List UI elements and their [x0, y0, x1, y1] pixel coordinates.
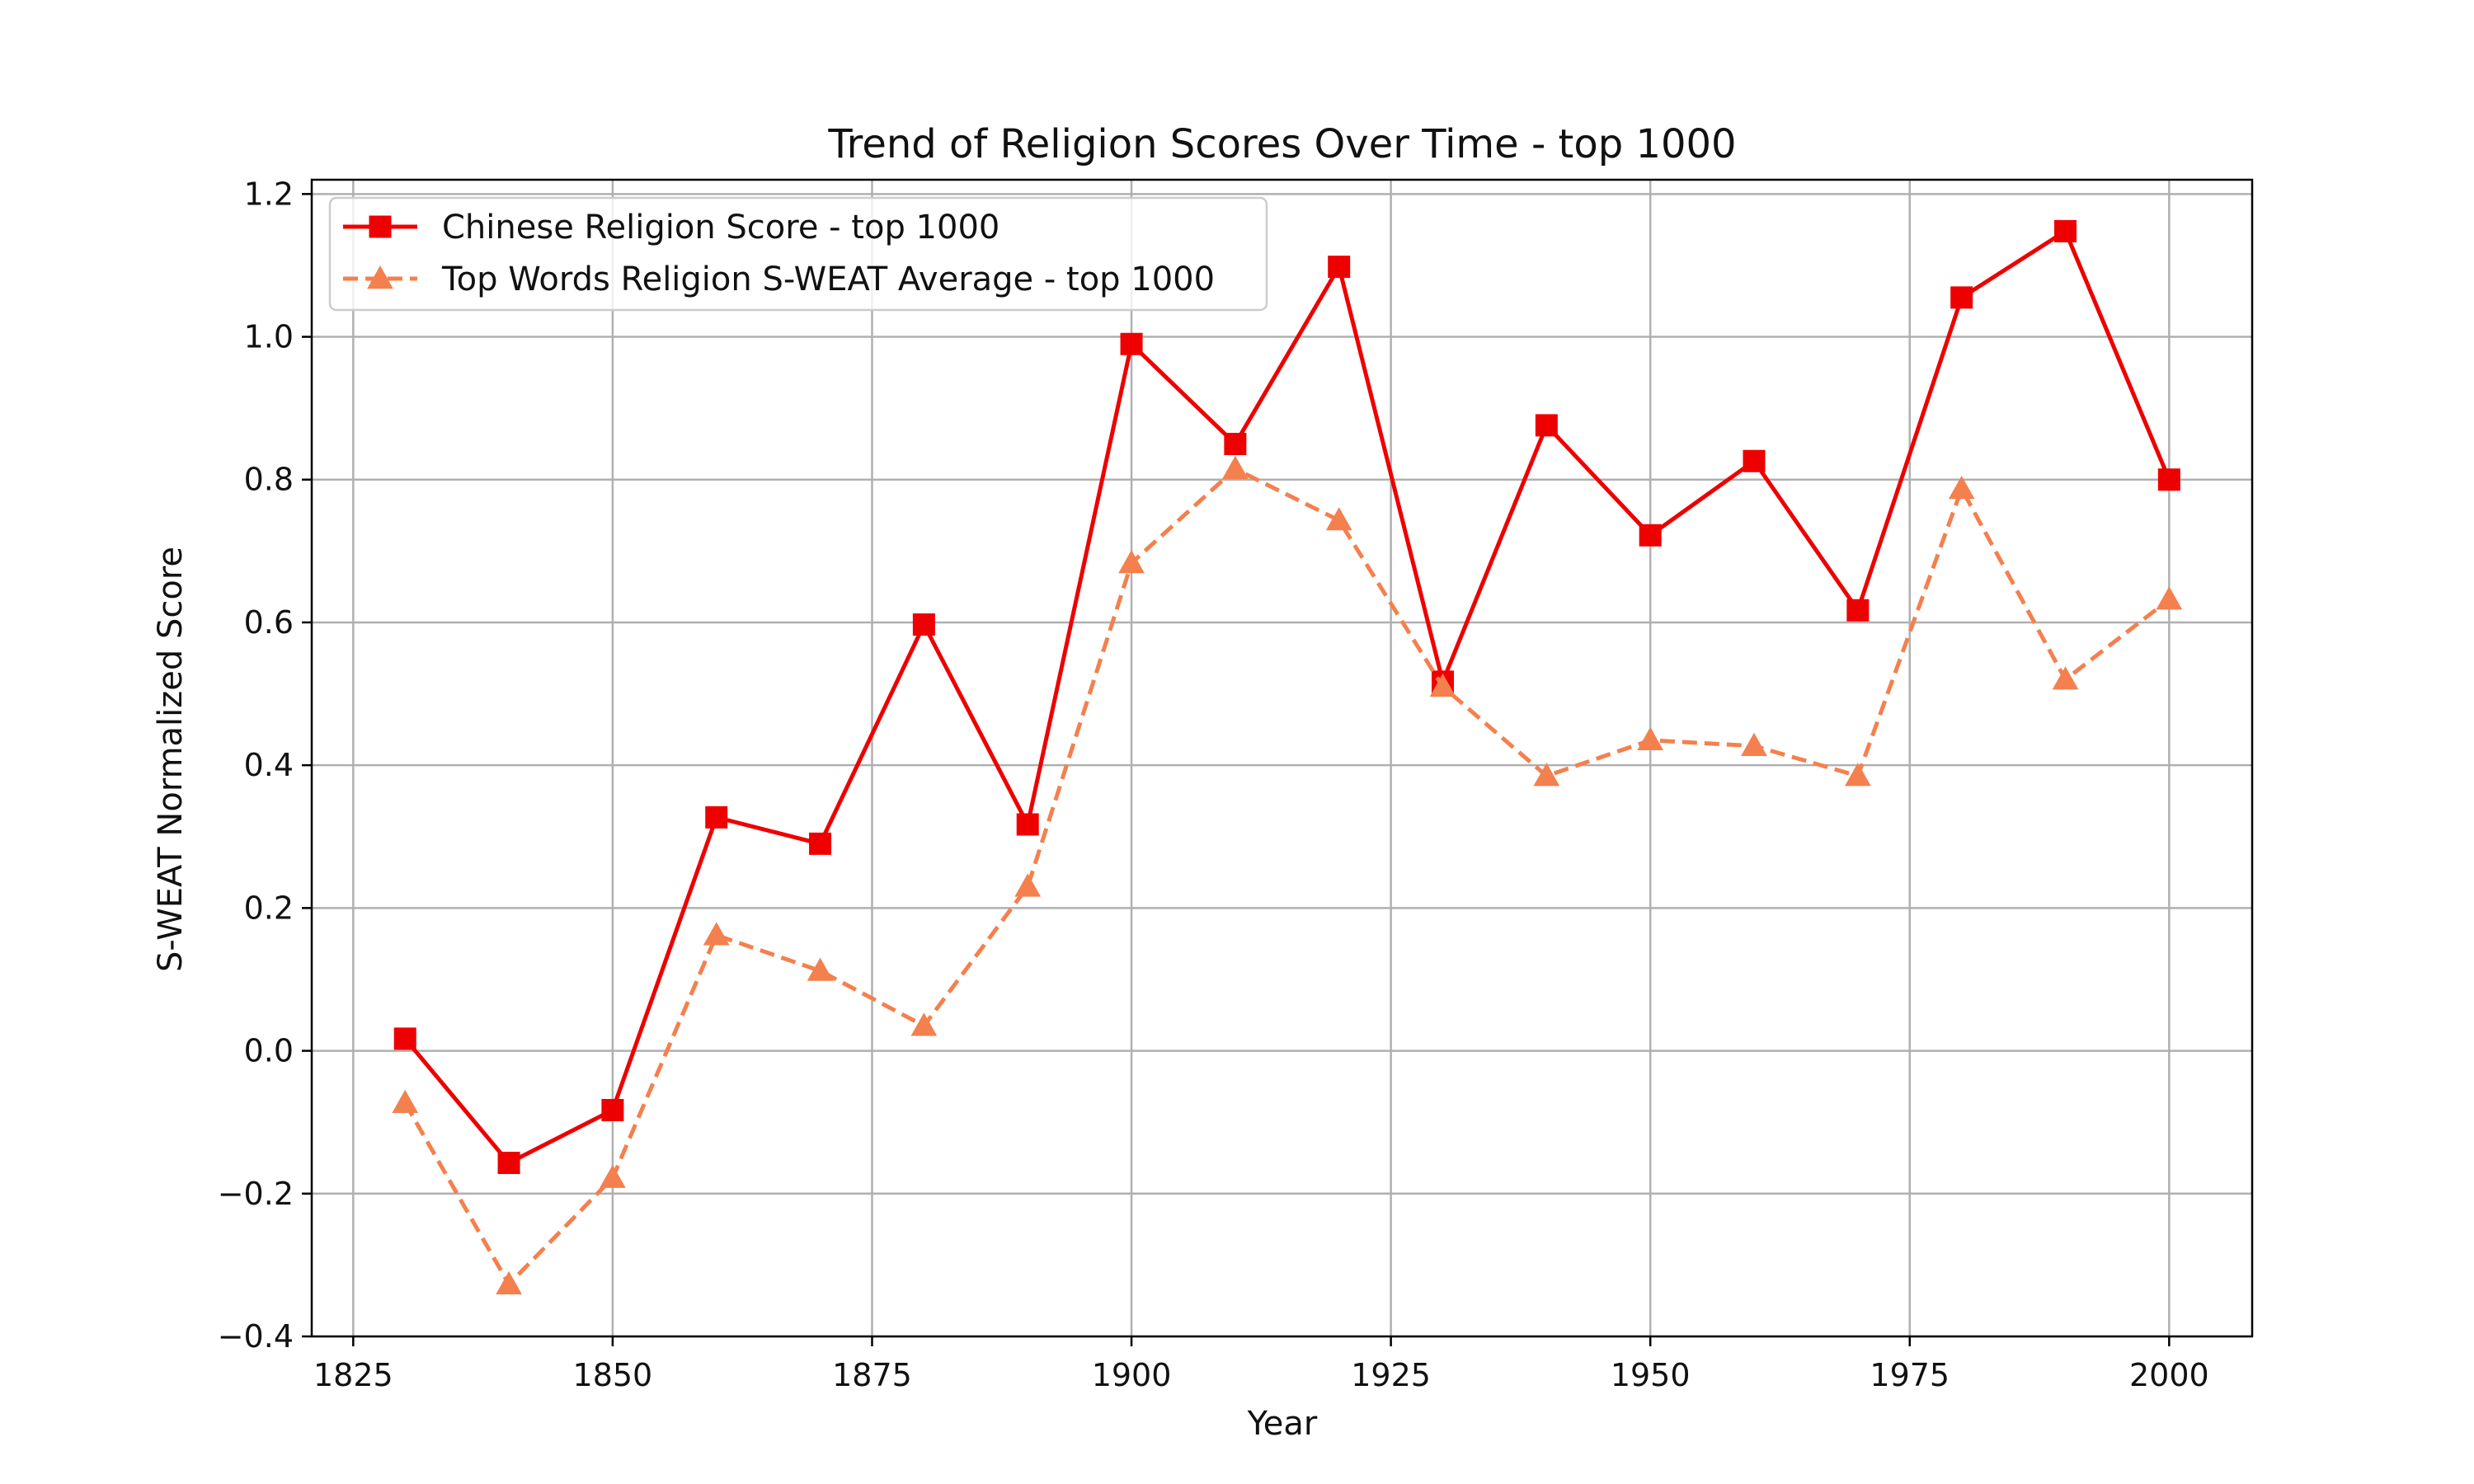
- y-tick-label: −0.2: [218, 1176, 294, 1212]
- data-point: [1533, 763, 1560, 787]
- legend-box: [328, 196, 1268, 312]
- data-point: [807, 957, 834, 981]
- y-tick-label: 1.0: [244, 319, 294, 355]
- data-point: [1429, 673, 1456, 697]
- data-point: [1846, 599, 1870, 622]
- data-point: [910, 1012, 938, 1036]
- data-point: [1639, 524, 1662, 547]
- data-point: [809, 832, 832, 855]
- y-tick-label: 1.2: [244, 176, 294, 212]
- legend-label: Chinese Religion Score - top 1000: [442, 209, 999, 247]
- data-point: [1741, 732, 1767, 756]
- data-point: [1224, 432, 1247, 455]
- legend: Chinese Religion Score - top 1000 Top Wor…: [328, 196, 1268, 312]
- y-tick-label: 0.4: [244, 747, 294, 783]
- chart-title: Trend of Religion Scores Over Time - top…: [827, 121, 1736, 167]
- data-point: [1950, 286, 1973, 309]
- data-point: [1016, 813, 1039, 836]
- y-tick-label: −0.4: [218, 1318, 294, 1355]
- data-point: [1222, 455, 1249, 479]
- data-point: [2157, 468, 2180, 491]
- data-point: [1844, 763, 1871, 787]
- legend-marker: [367, 265, 393, 289]
- series-group: [392, 219, 2183, 1294]
- x-tick-label: 2000: [2129, 1357, 2209, 1393]
- axis-ticks: 1825 1850 1875 1900 1925 1950 1975 2000 −0.4 −0.2…: [218, 176, 2209, 1393]
- series-line: [403, 467, 2171, 1287]
- data-point: [2156, 586, 2183, 610]
- x-tick-label: 1825: [313, 1357, 393, 1393]
- series-2: [392, 455, 2183, 1294]
- y-tick-label: 0.6: [244, 604, 294, 641]
- series-1: [393, 219, 2180, 1175]
- x-axis-title: Year: [1247, 1405, 1318, 1443]
- series-line: [403, 228, 2171, 1166]
- data-point: [496, 1270, 522, 1294]
- legend-label: Top Words Religion S-WEAT Average - top …: [441, 261, 1215, 298]
- data-point: [497, 1152, 520, 1175]
- grid-lines: [312, 180, 2252, 1338]
- data-point: [2054, 219, 2077, 242]
- data-point: [601, 1098, 624, 1121]
- data-point: [2052, 666, 2079, 690]
- data-point: [705, 805, 728, 829]
- data-point: [912, 613, 935, 636]
- data-point: [1120, 332, 1143, 355]
- plot-frame: [310, 178, 2254, 1338]
- legend-marker: [369, 215, 392, 238]
- x-tick-label: 1950: [1611, 1357, 1691, 1393]
- x-tick-label: 1900: [1092, 1357, 1172, 1393]
- data-point: [1325, 507, 1352, 531]
- data-point: [393, 1027, 416, 1050]
- y-axis-title: S-WEAT Normalized Score: [152, 547, 190, 972]
- data-point: [600, 1164, 626, 1188]
- data-point: [1637, 726, 1664, 751]
- x-tick-label: 1850: [573, 1357, 653, 1393]
- data-point: [1328, 256, 1351, 279]
- x-tick-label: 1975: [1870, 1357, 1950, 1393]
- y-tick-label: 0.2: [244, 890, 294, 926]
- x-tick-label: 1875: [832, 1357, 912, 1393]
- y-tick-label: 0.0: [244, 1033, 294, 1069]
- y-tick-label: 0.8: [244, 462, 294, 498]
- data-point: [1118, 550, 1145, 574]
- data-point: [1014, 873, 1042, 897]
- data-point: [1948, 475, 1975, 500]
- data-point: [1535, 414, 1558, 437]
- x-tick-label: 1925: [1351, 1357, 1431, 1393]
- data-point: [703, 922, 730, 946]
- data-point: [1743, 449, 1766, 472]
- data-point: [392, 1089, 419, 1113]
